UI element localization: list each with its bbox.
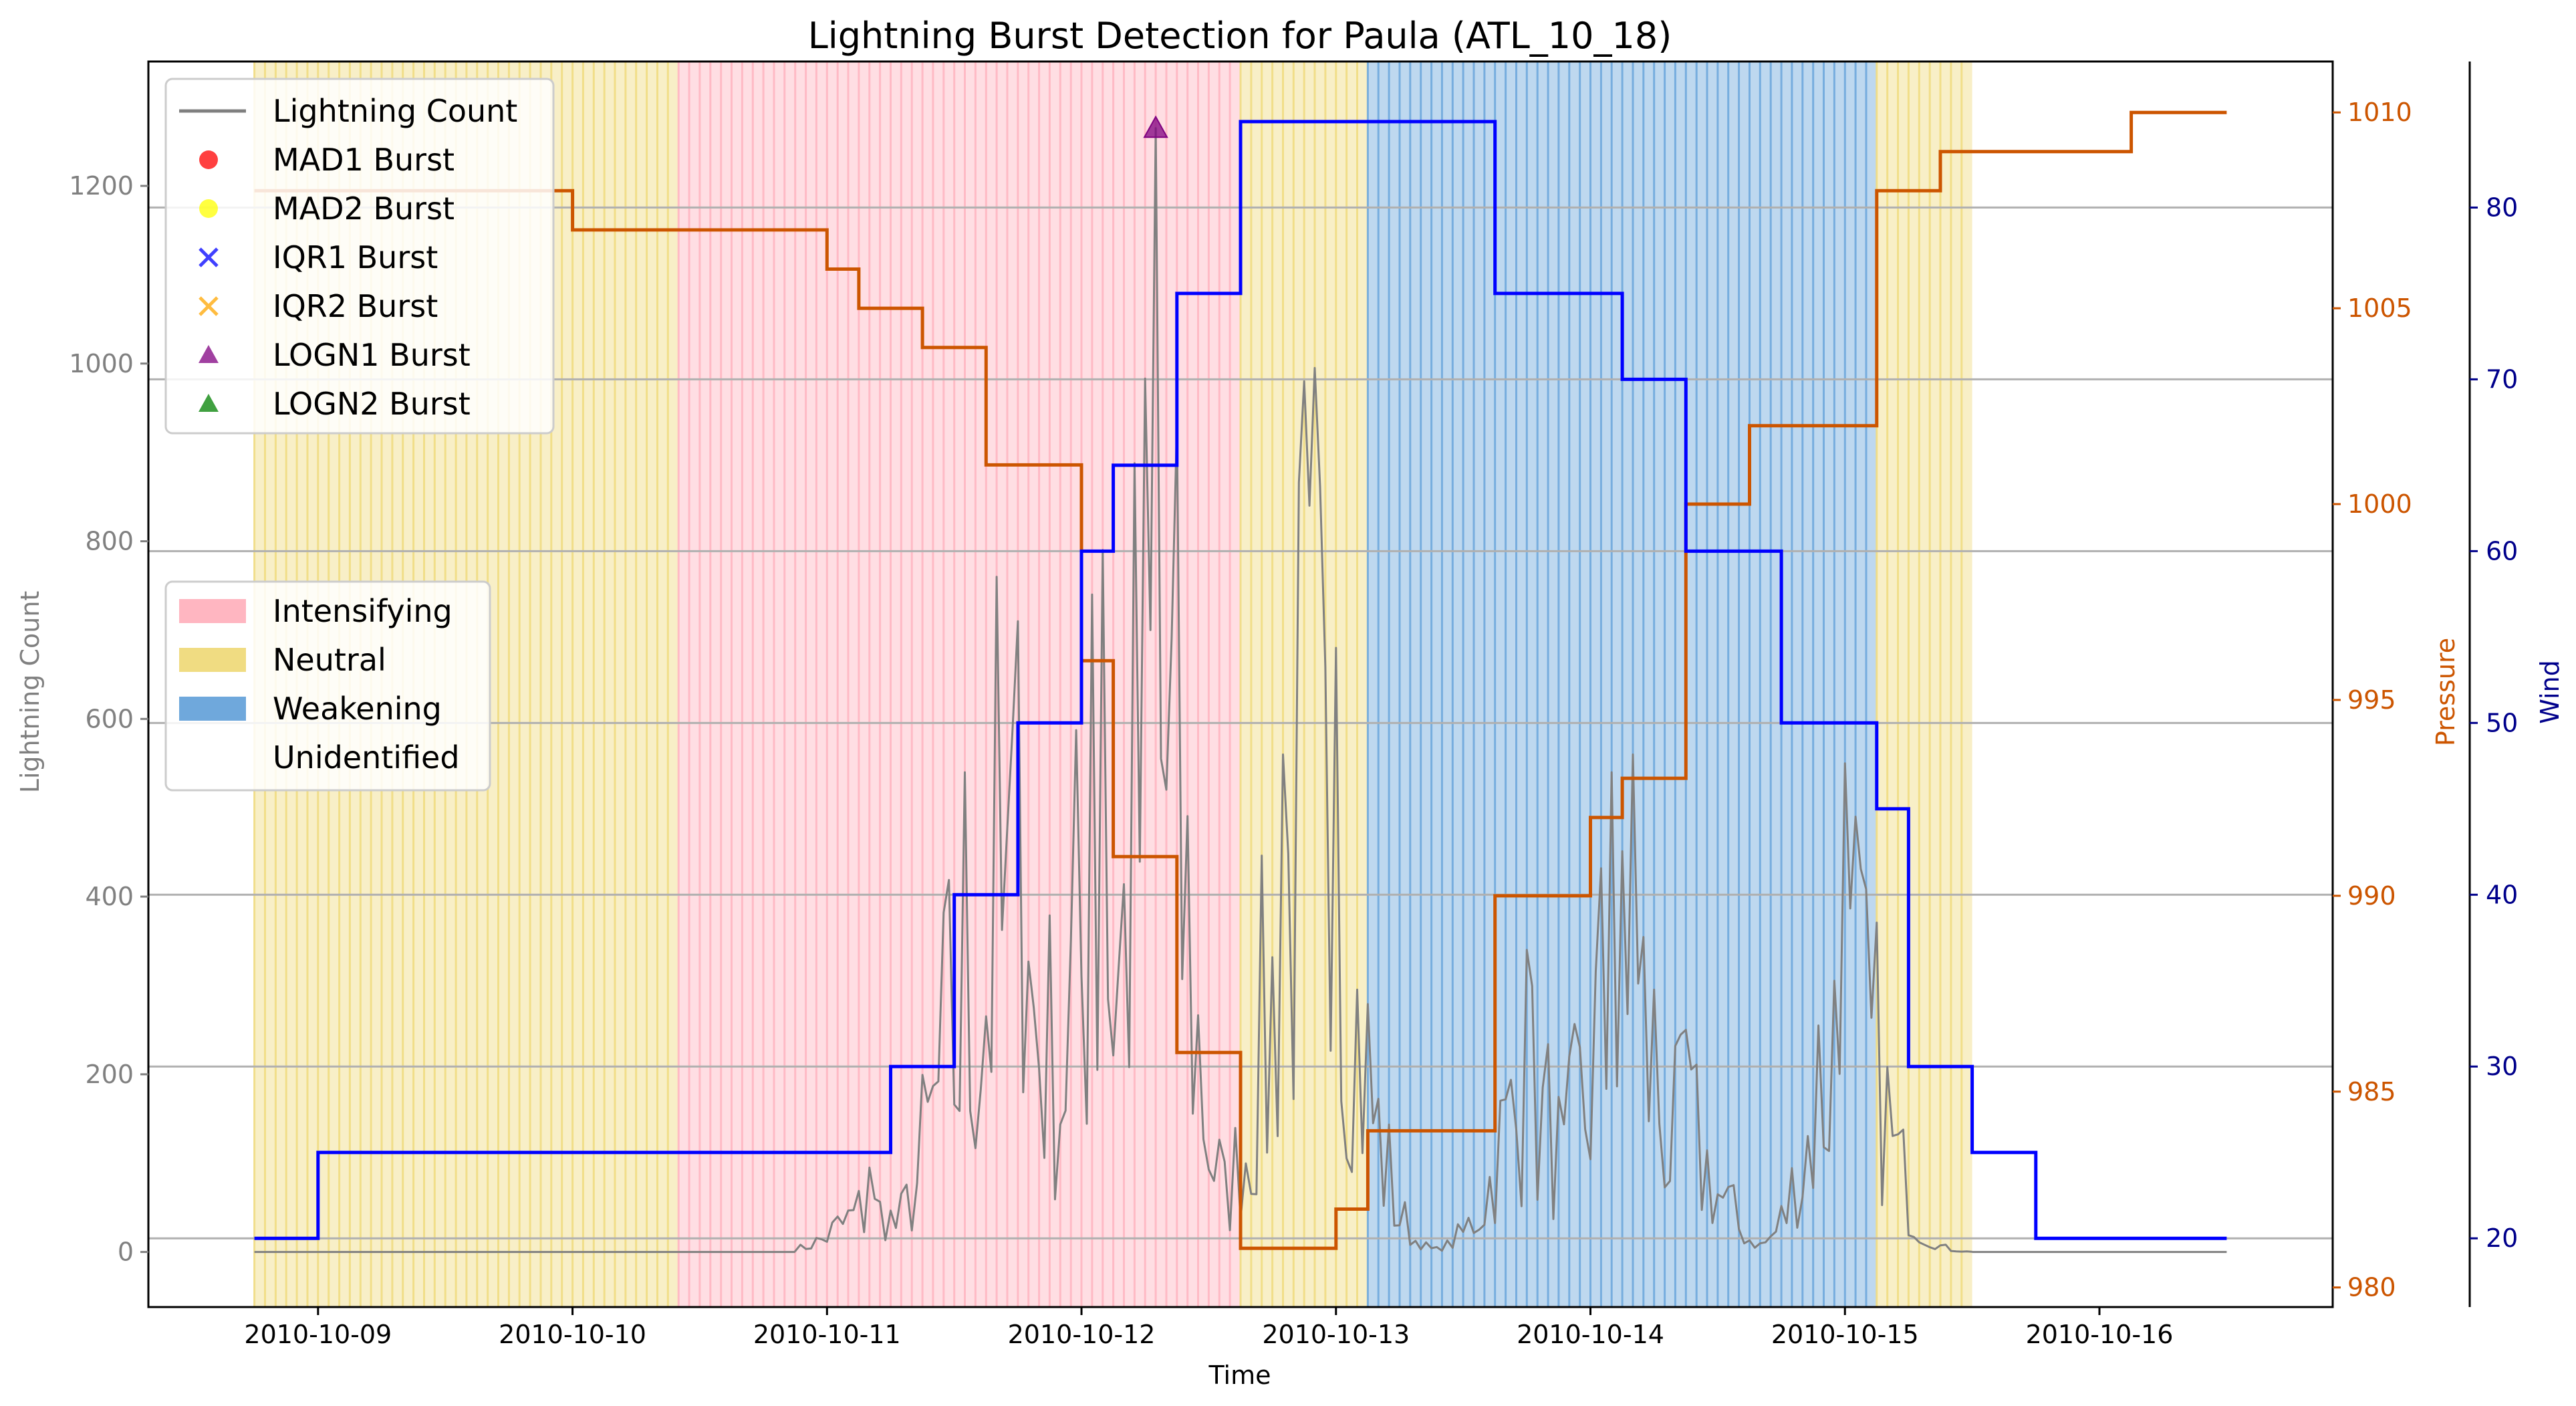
phase-bands <box>253 62 1972 1307</box>
x-tick-label: 2010-10-15 <box>1771 1320 1919 1349</box>
legend-item-lightning-count: Lightning Count <box>179 93 517 129</box>
legend-phase-neutral: Neutral <box>179 642 386 678</box>
chart-title: Lightning Burst Detection for Paula (ATL… <box>808 15 1672 57</box>
x-tick-label: 2010-10-14 <box>1517 1320 1664 1349</box>
axes <box>147 60 2471 1308</box>
y-left-tick-label: 0 <box>118 1238 134 1267</box>
y-wind-tick-label: 80 <box>2486 193 2518 222</box>
legend-series: Lightning Count MAD1 Burst MAD2 Burst IQR1 … <box>164 78 555 435</box>
y-pressure-tick-label: 1010 <box>2347 98 2412 127</box>
burst-marker-logn1-0 <box>1143 115 1168 138</box>
y-axis-label-left: Lightning Count <box>15 591 45 794</box>
y-left-tick-label: 1200 <box>69 171 134 201</box>
burst-markers <box>1143 115 1168 138</box>
x-axis-label: Time <box>1208 1361 1271 1390</box>
lightning-series <box>254 127 2227 1254</box>
legend-swatch-icon <box>179 697 246 721</box>
y-pressure-tick-label: 995 <box>2347 685 2396 715</box>
legend-phase-unidentified: Unidentified <box>179 739 460 776</box>
legend-item-mad2-burst: MAD2 Burst <box>199 191 455 227</box>
legend-label: Unidentified <box>273 739 460 776</box>
legend-label: LOGN2 Burst <box>273 386 471 422</box>
y-pressure-tick-label: 990 <box>2347 881 2396 911</box>
legend-label: MAD2 Burst <box>273 191 455 227</box>
pressure-line <box>254 110 2227 1250</box>
plot-frame <box>147 60 2334 1308</box>
legend-swatch-icon <box>179 599 246 623</box>
legend-label: MAD1 Burst <box>273 142 455 178</box>
x-tick-label: 2010-10-10 <box>499 1320 646 1349</box>
legend-label: Lightning Count <box>273 93 517 129</box>
legend-item-iqr2-burst: IQR2 Burst <box>199 288 438 324</box>
legend-phase-intensifying: Intensifying <box>179 593 453 629</box>
y-pressure-tick-label: 985 <box>2347 1077 2396 1106</box>
phase-hatch-weakening-3 <box>1366 62 1867 1307</box>
legend-item-mad1-burst: MAD1 Burst <box>199 142 455 178</box>
legend-item-logn1-burst: LOGN1 Burst <box>199 337 471 373</box>
y-left-tick-label: 600 <box>85 704 134 733</box>
legend-triangle-icon <box>199 394 219 412</box>
legend-swatch-icon <box>179 745 246 770</box>
phase-band-neutral-4 <box>1876 62 1972 1307</box>
y-left-tick-label: 200 <box>85 1060 134 1089</box>
legend-phase-weakening: Weakening <box>179 691 442 727</box>
legend-label: IQR1 Burst <box>273 239 438 275</box>
pressure-series <box>254 110 2227 1250</box>
y-left-tick-label: 400 <box>85 882 134 911</box>
x-tick-label: 2010-10-13 <box>1262 1320 1410 1349</box>
y-wind-tick-label: 20 <box>2486 1223 2518 1253</box>
legend-label: LOGN1 Burst <box>273 337 471 373</box>
legend-circle-icon <box>199 199 218 218</box>
y-pressure-tick-label: 1005 <box>2347 294 2412 323</box>
wind-line <box>254 120 2227 1240</box>
legend-item-iqr1-burst: IQR1 Burst <box>199 239 438 275</box>
legend-circle-icon <box>199 150 218 169</box>
y-wind-tick-label: 50 <box>2486 708 2518 737</box>
legend-label: Neutral <box>273 642 386 678</box>
legend-triangle-icon <box>199 345 219 363</box>
x-tick-label: 2010-10-11 <box>753 1320 901 1349</box>
y-pressure-tick-label: 1000 <box>2347 489 2412 519</box>
legend-x-icon <box>199 296 219 316</box>
legend-item-logn2-burst: LOGN2 Burst <box>199 386 471 422</box>
lightning-count-line <box>254 127 2227 1254</box>
y-wind-tick-label: 40 <box>2486 880 2518 909</box>
y-axis-label-wind: Wind <box>2535 660 2565 724</box>
wind-series <box>254 120 2227 1240</box>
y-pressure-tick-label: 980 <box>2347 1273 2396 1302</box>
y-wind-tick-label: 70 <box>2486 364 2518 394</box>
legend-phases: Intensifying Neutral Weakening Unidentified <box>164 580 491 792</box>
x-tick-label: 2010-10-12 <box>1008 1320 1156 1349</box>
legend-x-icon <box>199 247 219 267</box>
legend-label: Intensifying <box>273 593 453 629</box>
x-tick-label: 2010-10-09 <box>244 1320 392 1349</box>
ticks: 2010-10-09 2010-10-10 2010-10-11 2010-10-12… <box>69 98 2518 1349</box>
y-axis-label-pressure: Pressure <box>2431 638 2460 746</box>
y-wind-tick-label: 30 <box>2486 1052 2518 1081</box>
y-left-tick-label: 1000 <box>69 349 134 378</box>
x-tick-label: 2010-10-16 <box>2026 1320 2174 1349</box>
legend-label: Weakening <box>273 691 442 727</box>
y-left-tick-label: 800 <box>85 527 134 556</box>
legend-label: IQR2 Burst <box>273 288 438 324</box>
phase-hatch-neutral-4 <box>1876 62 1963 1307</box>
y-wind-tick-label: 60 <box>2486 536 2518 566</box>
legend-swatch-icon <box>179 648 246 672</box>
